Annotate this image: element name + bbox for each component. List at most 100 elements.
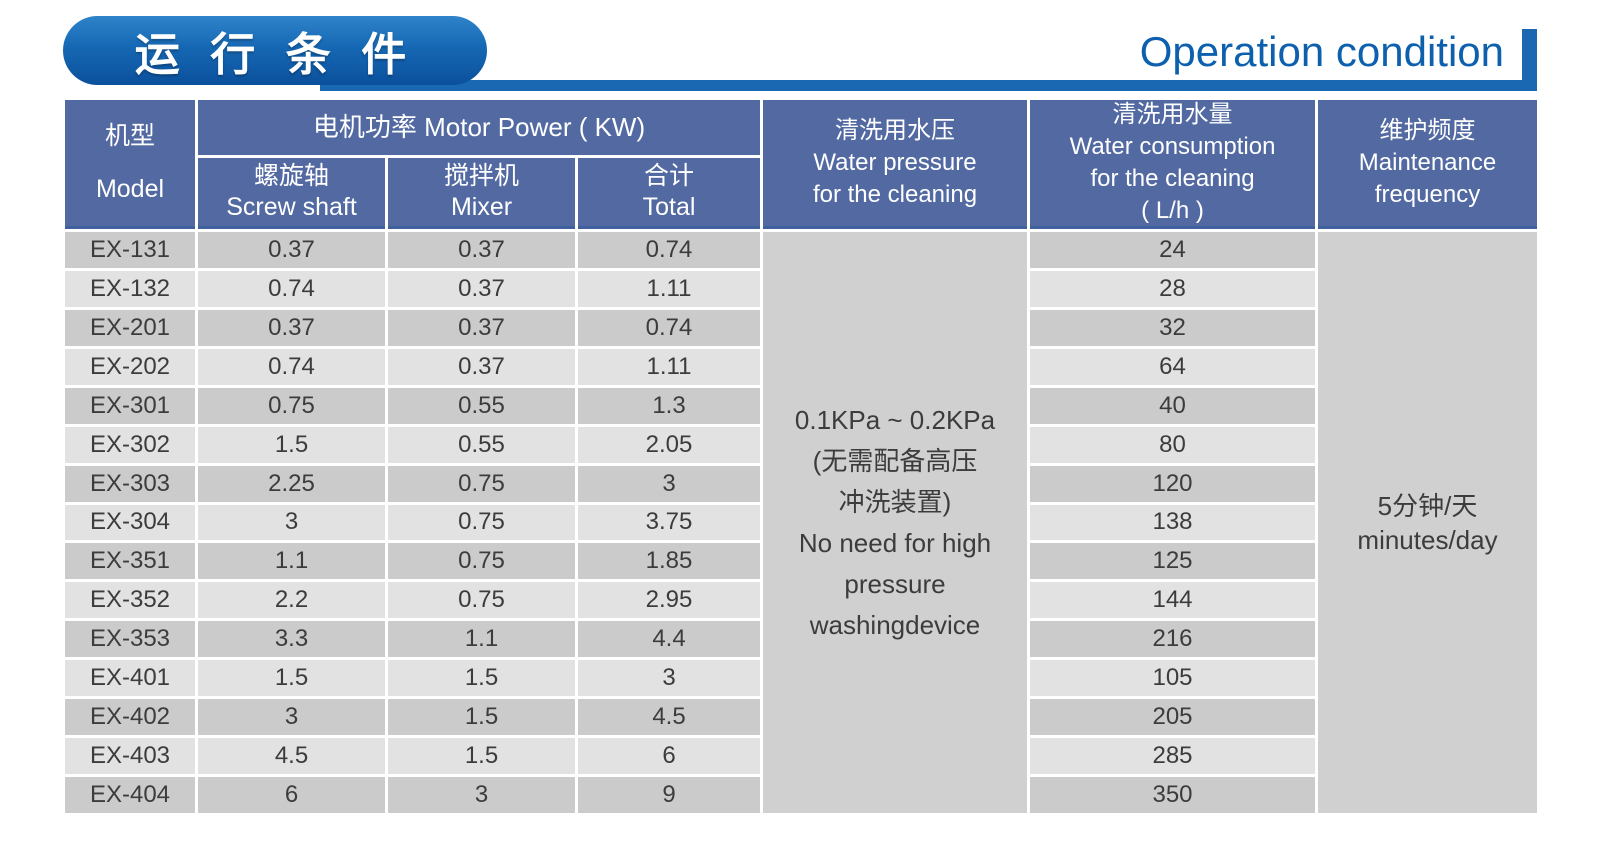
water-pressure-value: 0.1KPa ~ 0.2KPa (无需配备高压 冲洗装置) No need fo… — [763, 232, 1027, 813]
water-pressure-value-line: washingdevice — [809, 609, 981, 640]
cell-water-consumption: 216 — [1030, 621, 1315, 658]
cell-mixer: 1.5 — [388, 660, 575, 697]
maintenance-frequency-value-line: 5分钟/天 — [1377, 490, 1478, 521]
cell-model: EX-303 — [65, 465, 195, 502]
cell-total: 3 — [578, 465, 760, 502]
cell-total: 2.95 — [578, 582, 760, 619]
cell-model: EX-302 — [65, 426, 195, 463]
cell-screw-shaft: 1.5 — [198, 660, 385, 697]
cell-mixer: 1.5 — [388, 699, 575, 736]
maintenance-frequency-value: 5分钟/天 minutes/day — [1318, 232, 1537, 813]
header-mixer-zh: 搅拌机 — [443, 162, 519, 190]
cell-total: 0.74 — [578, 309, 760, 346]
header-model-en: Model — [95, 174, 165, 203]
cell-water-consumption: 28 — [1030, 270, 1315, 307]
cell-mixer: 0.37 — [388, 232, 575, 268]
cell-mixer: 0.75 — [388, 465, 575, 502]
cell-screw-shaft: 0.37 — [198, 309, 385, 346]
cell-screw-shaft: 3 — [198, 504, 385, 541]
header-water-pressure-line: for the cleaning — [812, 181, 978, 208]
cell-screw-shaft: 1.5 — [198, 426, 385, 463]
header-mixer: 搅拌机 Mixer — [388, 158, 575, 229]
header-water-consumption-line: 清洗用水量 — [1112, 101, 1233, 128]
cell-mixer: 0.55 — [388, 387, 575, 424]
operation-condition-table: 机型 Model 电机功率 Motor Power ( KW) 螺旋轴 Scre… — [65, 100, 1537, 813]
banner-underline — [320, 80, 1537, 91]
cell-total: 9 — [578, 777, 760, 813]
water-pressure-value-line: 冲洗装置) — [838, 486, 952, 517]
section-title-en: Operation condition — [1139, 28, 1504, 75]
cell-water-consumption: 125 — [1030, 543, 1315, 580]
header-screw-shaft-zh: 螺旋轴 — [253, 162, 329, 190]
cell-screw-shaft: 6 — [198, 777, 385, 813]
cell-total: 1.3 — [578, 387, 760, 424]
section-title-badge: 运 行 条 件 — [63, 16, 487, 85]
cell-screw-shaft: 0.37 — [198, 232, 385, 268]
cell-water-consumption: 120 — [1030, 465, 1315, 502]
cell-water-consumption: 80 — [1030, 426, 1315, 463]
cell-water-consumption: 350 — [1030, 777, 1315, 813]
cell-screw-shaft: 0.74 — [198, 348, 385, 385]
cell-screw-shaft: 0.74 — [198, 270, 385, 307]
cell-total: 1.85 — [578, 543, 760, 580]
header-screw-shaft: 螺旋轴 Screw shaft — [198, 158, 385, 229]
section-title-zh: 运 行 条 件 — [134, 29, 416, 80]
maintenance-frequency-value-line: minutes/day — [1357, 524, 1498, 555]
header-motor-power: 电机功率 Motor Power ( KW) — [198, 100, 760, 155]
cell-mixer: 0.75 — [388, 543, 575, 580]
cell-mixer: 0.75 — [388, 582, 575, 619]
cell-model: EX-402 — [65, 699, 195, 736]
header-total-zh: 合计 — [643, 162, 694, 190]
water-pressure-value-line: pressure — [844, 568, 946, 599]
header-model-zh: 机型 — [104, 122, 155, 151]
cell-total: 1.11 — [578, 348, 760, 385]
cell-screw-shaft: 2.2 — [198, 582, 385, 619]
cell-water-consumption: 64 — [1030, 348, 1315, 385]
header-maintenance-line: frequency — [1374, 181, 1481, 208]
cell-model: EX-351 — [65, 543, 195, 580]
cell-screw-shaft: 3.3 — [198, 621, 385, 658]
cell-mixer: 0.75 — [388, 504, 575, 541]
cell-mixer: 1.1 — [388, 621, 575, 658]
header-total: 合计 Total — [578, 158, 760, 229]
cell-water-consumption: 32 — [1030, 309, 1315, 346]
cell-water-consumption: 105 — [1030, 660, 1315, 697]
header-total-en: Total — [642, 193, 696, 221]
cell-total: 6 — [578, 738, 760, 775]
cell-model: EX-202 — [65, 348, 195, 385]
cell-model: EX-403 — [65, 738, 195, 775]
cell-screw-shaft: 2.25 — [198, 465, 385, 502]
header-water-pressure: 清洗用水压 Water pressure for the cleaning — [763, 100, 1027, 229]
cell-screw-shaft: 3 — [198, 699, 385, 736]
header-water-consumption-line: for the cleaning — [1090, 165, 1255, 192]
header-water-consumption-line: Water consumption — [1069, 133, 1276, 160]
header-water-consumption: 清洗用水量 Water consumption for the cleaning… — [1030, 100, 1315, 229]
cell-model: EX-131 — [65, 232, 195, 268]
cell-total: 0.74 — [578, 232, 760, 268]
cell-model: EX-401 — [65, 660, 195, 697]
cell-total: 3.75 — [578, 504, 760, 541]
water-pressure-value-line: (无需配备高压 — [812, 445, 978, 476]
cell-screw-shaft: 4.5 — [198, 738, 385, 775]
cell-mixer: 0.37 — [388, 348, 575, 385]
cell-water-consumption: 138 — [1030, 504, 1315, 541]
header-mixer-en: Mixer — [450, 193, 513, 221]
cell-model: EX-404 — [65, 777, 195, 813]
cell-total: 4.4 — [578, 621, 760, 658]
header-maintenance-line: 维护频度 — [1379, 117, 1476, 144]
header-maintenance-frequency: 维护频度 Maintenance frequency — [1318, 100, 1537, 229]
cell-mixer: 1.5 — [388, 738, 575, 775]
cell-water-consumption: 40 — [1030, 387, 1315, 424]
cell-water-consumption: 285 — [1030, 738, 1315, 775]
water-pressure-value-line: No need for high — [798, 527, 992, 558]
header-water-pressure-line: Water pressure — [813, 149, 977, 176]
header-screw-shaft-en: Screw shaft — [226, 193, 357, 221]
header-water-consumption-line: ( L/h ) — [1141, 197, 1204, 224]
header-water-pressure-line: 清洗用水压 — [835, 117, 955, 144]
cell-model: EX-201 — [65, 309, 195, 346]
header-maintenance-line: Maintenance — [1358, 149, 1497, 176]
cell-total: 2.05 — [578, 426, 760, 463]
cell-mixer: 0.37 — [388, 309, 575, 346]
cell-model: EX-301 — [65, 387, 195, 424]
